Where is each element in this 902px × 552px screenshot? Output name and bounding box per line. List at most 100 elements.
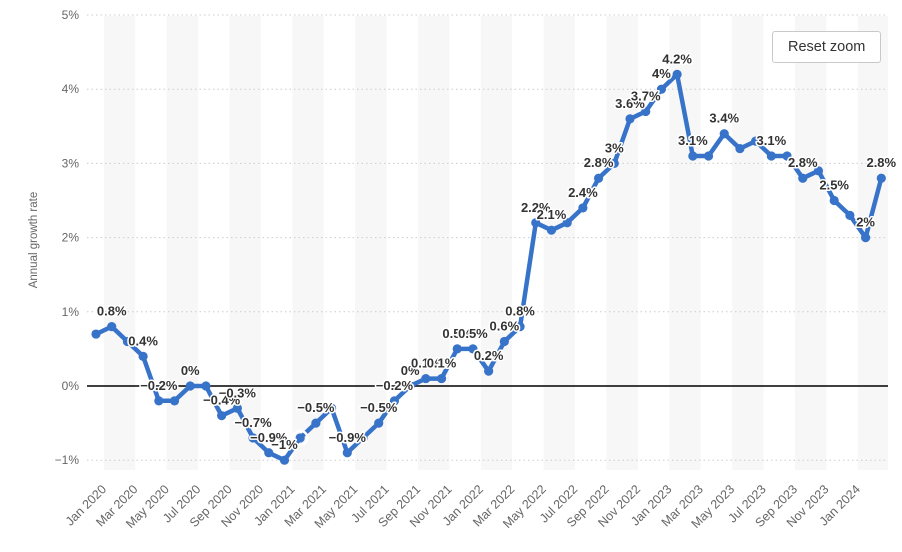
data-point[interactable] (531, 218, 541, 228)
data-point[interactable] (876, 173, 886, 183)
data-label: −0.9% (329, 430, 367, 445)
data-point[interactable] (295, 433, 305, 443)
data-point[interactable] (782, 151, 792, 161)
data-label: 2.2% (521, 200, 551, 215)
plot-band (857, 16, 888, 470)
data-point[interactable] (91, 329, 101, 339)
data-label: 3.7% (631, 88, 661, 103)
data-point[interactable] (860, 233, 871, 243)
data-point[interactable] (625, 114, 635, 124)
data-label: 3% (605, 140, 624, 155)
data-point[interactable] (829, 195, 839, 206)
data-point[interactable] (766, 151, 776, 161)
plot-band (292, 16, 324, 470)
data-point[interactable] (672, 69, 682, 79)
data-point[interactable] (122, 336, 133, 347)
data-point[interactable] (264, 448, 274, 458)
data-point[interactable] (201, 381, 211, 391)
data-label: 0.4% (128, 333, 158, 348)
data-label: 0% (181, 363, 200, 378)
data-point[interactable] (468, 344, 478, 354)
data-point[interactable] (421, 373, 431, 384)
data-label: −1% (271, 437, 298, 452)
data-label: 0.8% (505, 304, 535, 319)
plot-band (480, 16, 513, 470)
plot-band (543, 16, 576, 470)
data-point[interactable] (107, 322, 117, 332)
data-label: −0.4% (203, 393, 241, 408)
data-label: 3.1% (678, 133, 708, 148)
data-point[interactable] (217, 411, 227, 421)
data-label: 2.8% (584, 155, 614, 170)
data-point[interactable] (389, 396, 400, 406)
data-point[interactable] (326, 403, 337, 413)
data-point[interactable] (499, 336, 509, 347)
data-point[interactable] (735, 143, 745, 154)
data-point[interactable] (169, 396, 180, 406)
reset-zoom-button[interactable]: Reset zoom (772, 31, 882, 63)
y-axis-tick-label: 3% (62, 156, 80, 170)
data-point[interactable] (374, 418, 384, 428)
data-label: 3.1% (757, 133, 787, 148)
data-point[interactable] (562, 218, 572, 228)
data-label: −0.5% (360, 400, 398, 415)
data-label: 3.4% (709, 111, 739, 126)
data-point[interactable] (719, 129, 729, 139)
data-label: −0.2% (376, 378, 414, 393)
data-point[interactable] (436, 373, 447, 384)
data-point[interactable] (813, 166, 824, 176)
data-label: −0.3% (219, 385, 257, 400)
data-label: 2.5% (819, 178, 849, 193)
data-label: 0.1% (427, 356, 457, 371)
plot-band (417, 16, 450, 470)
data-point[interactable] (515, 322, 525, 332)
data-point[interactable] (845, 210, 855, 220)
data-label: 0.1% (411, 356, 441, 371)
data-label: 0.2% (474, 348, 504, 363)
data-point[interactable] (484, 366, 494, 376)
data-label: 0.6% (490, 318, 520, 333)
data-point[interactable] (232, 403, 242, 413)
data-label: 3.6% (615, 96, 645, 111)
data-point[interactable] (641, 106, 651, 117)
plot-band (103, 16, 136, 470)
data-label: 2.8% (788, 155, 818, 170)
data-label: 4.2% (662, 51, 692, 66)
data-label: −0.5% (297, 400, 335, 415)
data-point[interactable] (609, 158, 619, 168)
data-point[interactable] (798, 173, 808, 183)
data-point[interactable] (248, 433, 258, 443)
data-label: 0.5% (442, 326, 472, 341)
data-point[interactable] (342, 448, 352, 458)
data-point[interactable] (578, 203, 588, 213)
data-label: 0.5% (458, 326, 488, 341)
data-point[interactable] (279, 455, 290, 465)
y-axis-tick-label: 0% (62, 379, 80, 393)
data-point[interactable] (358, 433, 368, 443)
y-axis-tick-label: −1% (55, 453, 80, 467)
data-point[interactable] (688, 151, 698, 161)
plot-band (355, 16, 387, 470)
data-point[interactable] (311, 418, 321, 428)
plot-band (606, 16, 638, 470)
data-label: −0.2% (140, 378, 178, 393)
data-point[interactable] (593, 173, 604, 183)
y-axis-title: Annual growth rate (28, 191, 40, 289)
y-axis-tick-label: 5% (62, 8, 80, 22)
plot-band (732, 16, 764, 470)
data-point[interactable] (656, 84, 667, 94)
data-point[interactable] (546, 225, 557, 235)
plot-band (669, 16, 701, 470)
data-label: 2.4% (568, 185, 598, 200)
data-point[interactable] (751, 136, 761, 146)
data-point[interactable] (452, 344, 462, 354)
data-point[interactable] (405, 381, 415, 391)
data-point[interactable] (185, 381, 195, 391)
data-label: 2.8% (866, 155, 896, 170)
data-point[interactable] (138, 351, 148, 361)
data-label: 2.1% (537, 207, 567, 222)
data-point[interactable] (154, 396, 164, 406)
data-point[interactable] (703, 151, 714, 161)
plot-band (229, 16, 261, 470)
